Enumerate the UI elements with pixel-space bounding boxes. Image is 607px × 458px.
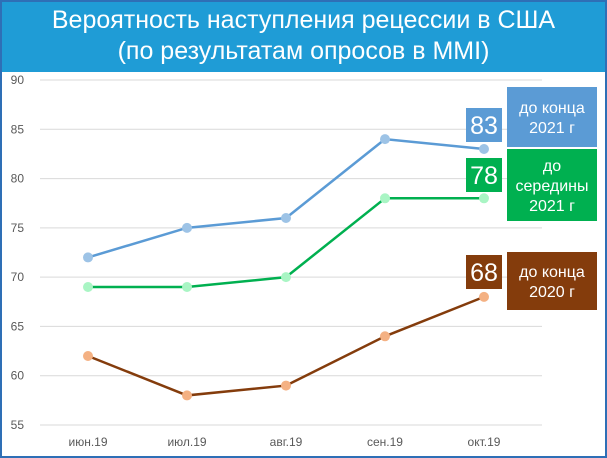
series-box-smid2021 [507,149,597,221]
y-tick-label: 65 [11,319,25,333]
y-tick-label: 90 [11,73,25,87]
data-point-s2020 [479,291,489,302]
series-box-label: до конца [519,264,585,281]
end-value-label-s2021: 83 [470,112,498,140]
data-point-s2020 [380,331,390,342]
series-box-label: 2021 г [529,120,575,137]
series-box-label: до конца [519,100,585,117]
x-tick-label: сен.19 [367,435,403,449]
data-point-s2021 [281,213,291,223]
chart-title-line-1: Вероятность наступления рецессии в США [51,6,556,34]
series-box-s2021 [507,87,597,147]
series-box-label: середины [516,178,589,195]
y-tick-label: 85 [11,122,25,136]
x-tick-label: июн.19 [68,435,107,449]
x-tick-label: авг.19 [270,435,303,449]
end-label-box-smid2021 [466,158,502,192]
x-tick-label: июл.19 [167,435,206,449]
data-point-smid2021 [182,282,192,292]
chart-title-line-2: (по результатам опросов в ММI) [117,37,490,65]
data-point-s2021 [83,252,93,263]
end-labels: 83 до конца 2021 г 78 до середины 2021 г 68 до к… [466,87,597,310]
data-point-smid2021 [281,272,291,283]
y-tick-label: 80 [11,172,25,186]
data-point-s2021 [182,222,192,233]
series-box-label: до [543,158,561,175]
series-box-label: 2020 г [529,284,575,301]
end-value-label-s2020: 68 [470,259,498,287]
x-tick-label: окт.19 [468,435,501,449]
series-lines [83,134,489,401]
data-point-smid2021 [380,193,390,204]
data-point-smid2021 [83,282,93,292]
y-tick-label: 60 [11,369,25,383]
data-point-smid2021 [479,193,489,204]
data-point-s2021 [380,134,390,145]
end-label-box-s2021 [466,108,502,142]
data-point-s2021 [479,144,489,154]
end-label-box-s2020 [466,255,502,289]
data-point-s2020 [182,390,192,401]
series-box-s2020 [507,252,597,310]
y-axis-ticks: 55 60 65 70 75 80 85 90 [11,73,25,432]
y-tick-label: 55 [11,418,25,432]
x-axis-ticks: июн.19 июл.19 авг.19 сен.19 окт.19 [68,435,500,449]
series-box-label: 2021 г [529,198,575,215]
y-tick-label: 70 [11,270,25,284]
data-point-s2020 [83,351,93,361]
title-band: Вероятность наступления рецессии в США (… [2,2,605,72]
end-value-label-smid2021: 78 [470,162,498,190]
y-tick-label: 75 [11,221,25,235]
data-point-s2020 [281,380,291,391]
